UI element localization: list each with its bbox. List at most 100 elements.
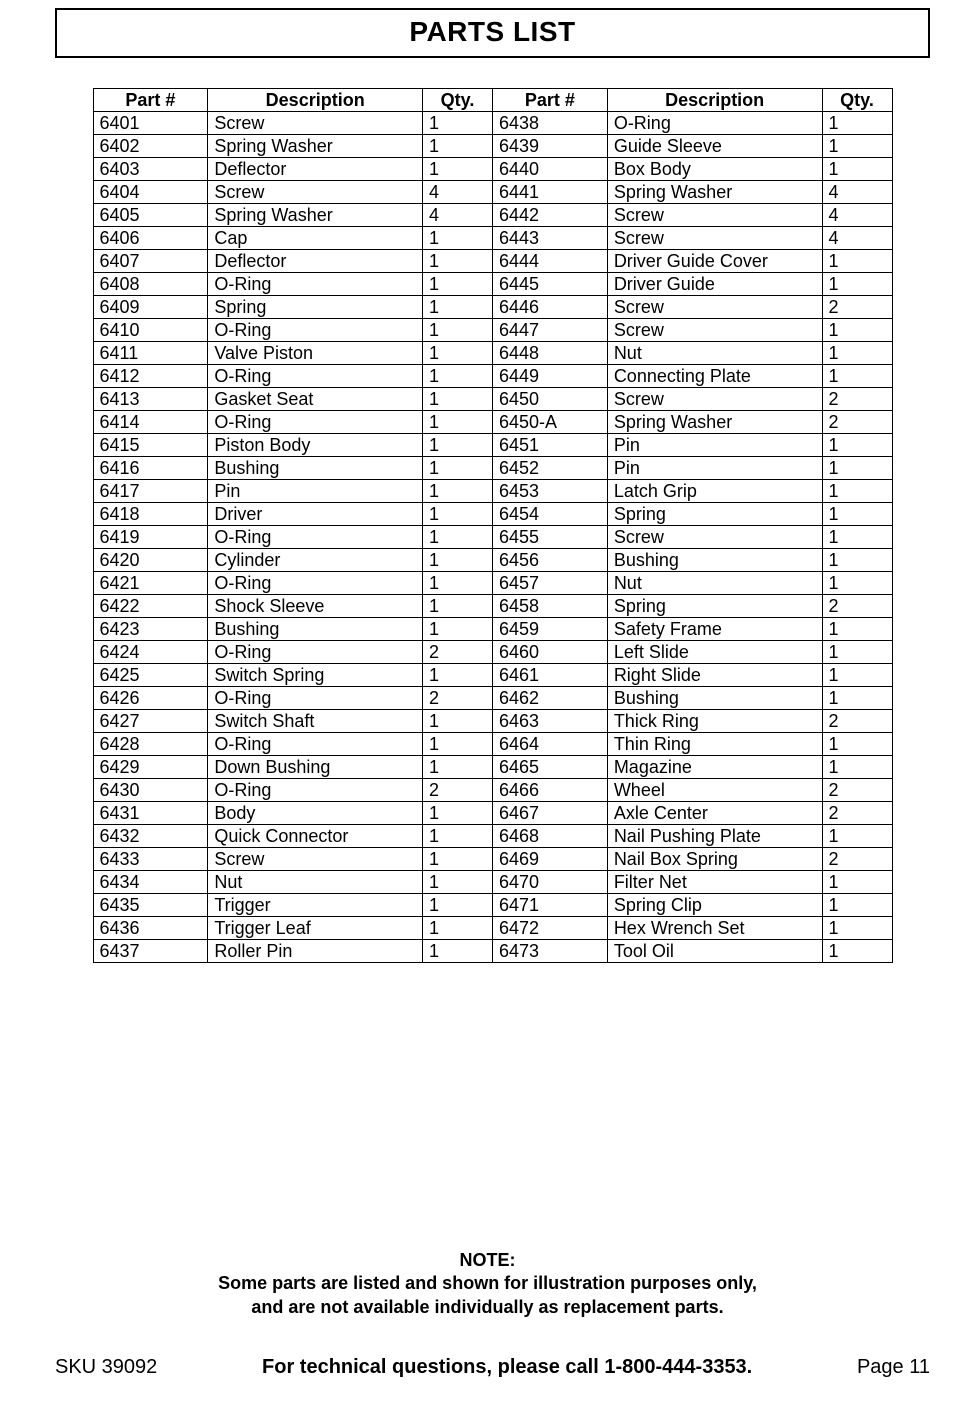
cell-desc: Switch Spring (208, 664, 423, 687)
cell-qty: 1 (423, 756, 493, 779)
table-row: 6422Shock Sleeve16458Spring2 (93, 595, 892, 618)
cell-qty: 2 (822, 779, 892, 802)
table-row: 6412O-Ring16449Connecting Plate1 (93, 365, 892, 388)
cell-desc: Spring Washer (607, 411, 822, 434)
cell-qty: 1 (822, 917, 892, 940)
parts-table: Part # Description Qty. Part # Descripti… (93, 88, 893, 963)
cell-part: 6432 (93, 825, 208, 848)
cell-part: 6471 (492, 894, 607, 917)
cell-qty: 1 (423, 572, 493, 595)
cell-qty: 1 (423, 917, 493, 940)
cell-part: 6431 (93, 802, 208, 825)
cell-part: 6462 (492, 687, 607, 710)
cell-desc: Gasket Seat (208, 388, 423, 411)
cell-desc: Driver (208, 503, 423, 526)
table-row: 6416Bushing16452Pin1 (93, 457, 892, 480)
col-header-desc-left: Description (208, 89, 423, 112)
cell-qty: 1 (423, 848, 493, 871)
cell-qty: 1 (423, 227, 493, 250)
cell-desc: Deflector (208, 250, 423, 273)
page-title: PARTS LIST (57, 16, 928, 48)
cell-qty: 1 (822, 894, 892, 917)
cell-part: 6452 (492, 457, 607, 480)
table-row: 6428O-Ring16464Thin Ring1 (93, 733, 892, 756)
table-row: 6431Body16467Axle Center2 (93, 802, 892, 825)
cell-part: 6442 (492, 204, 607, 227)
cell-part: 6408 (93, 273, 208, 296)
cell-part: 6428 (93, 733, 208, 756)
cell-part: 6458 (492, 595, 607, 618)
cell-part: 6448 (492, 342, 607, 365)
table-row: 6417Pin16453Latch Grip1 (93, 480, 892, 503)
cell-qty: 1 (822, 480, 892, 503)
table-row: 6411Valve Piston16448Nut1 (93, 342, 892, 365)
cell-qty: 1 (423, 319, 493, 342)
cell-desc: O-Ring (208, 319, 423, 342)
cell-desc: Screw (208, 848, 423, 871)
note-line-1: Some parts are listed and shown for illu… (0, 1271, 975, 1295)
cell-desc: Deflector (208, 158, 423, 181)
cell-part: 6405 (93, 204, 208, 227)
cell-part: 6427 (93, 710, 208, 733)
cell-part: 6470 (492, 871, 607, 894)
cell-desc: Spring Clip (607, 894, 822, 917)
cell-desc: Spring (607, 503, 822, 526)
cell-desc: O-Ring (208, 572, 423, 595)
cell-part: 6469 (492, 848, 607, 871)
cell-part: 6455 (492, 526, 607, 549)
cell-qty: 1 (423, 411, 493, 434)
cell-qty: 1 (423, 710, 493, 733)
cell-desc: Screw (607, 204, 822, 227)
cell-desc: Cap (208, 227, 423, 250)
table-row: 6404Screw46441Spring Washer4 (93, 181, 892, 204)
cell-desc: Hex Wrench Set (607, 917, 822, 940)
col-header-qty-left: Qty. (423, 89, 493, 112)
cell-qty: 1 (423, 365, 493, 388)
table-row: 6421O-Ring16457Nut1 (93, 572, 892, 595)
cell-qty: 1 (822, 319, 892, 342)
cell-qty: 1 (423, 825, 493, 848)
cell-qty: 1 (822, 158, 892, 181)
cell-desc: Left Slide (607, 641, 822, 664)
cell-part: 6413 (93, 388, 208, 411)
cell-desc: Driver Guide Cover (607, 250, 822, 273)
note-label: NOTE: (0, 1250, 975, 1271)
cell-qty: 1 (822, 112, 892, 135)
cell-qty: 1 (822, 434, 892, 457)
cell-qty: 1 (822, 871, 892, 894)
cell-qty: 1 (423, 503, 493, 526)
cell-desc: Screw (607, 296, 822, 319)
cell-qty: 1 (423, 549, 493, 572)
table-row: 6410O-Ring16447Screw1 (93, 319, 892, 342)
cell-qty: 2 (423, 779, 493, 802)
cell-qty: 1 (822, 572, 892, 595)
cell-qty: 1 (423, 296, 493, 319)
cell-desc: Safety Frame (607, 618, 822, 641)
cell-qty: 2 (423, 687, 493, 710)
col-header-desc-right: Description (607, 89, 822, 112)
cell-qty: 1 (423, 802, 493, 825)
cell-desc: Screw (607, 319, 822, 342)
cell-desc: Nut (607, 572, 822, 595)
cell-desc: O-Ring (208, 687, 423, 710)
cell-part: 6446 (492, 296, 607, 319)
table-row: 6435Trigger16471Spring Clip1 (93, 894, 892, 917)
cell-desc: Screw (208, 112, 423, 135)
cell-part: 6433 (93, 848, 208, 871)
table-row: 6418Driver16454Spring1 (93, 503, 892, 526)
cell-part: 6466 (492, 779, 607, 802)
cell-qty: 1 (822, 733, 892, 756)
cell-qty: 1 (822, 825, 892, 848)
cell-part: 6409 (93, 296, 208, 319)
table-row: 6419O-Ring16455Screw1 (93, 526, 892, 549)
cell-part: 6420 (93, 549, 208, 572)
title-box: PARTS LIST (55, 8, 930, 58)
cell-part: 6403 (93, 158, 208, 181)
cell-qty: 2 (822, 848, 892, 871)
cell-qty: 2 (822, 388, 892, 411)
cell-qty: 2 (822, 802, 892, 825)
cell-desc: Pin (208, 480, 423, 503)
cell-desc: Thick Ring (607, 710, 822, 733)
cell-qty: 1 (423, 618, 493, 641)
cell-part: 6464 (492, 733, 607, 756)
